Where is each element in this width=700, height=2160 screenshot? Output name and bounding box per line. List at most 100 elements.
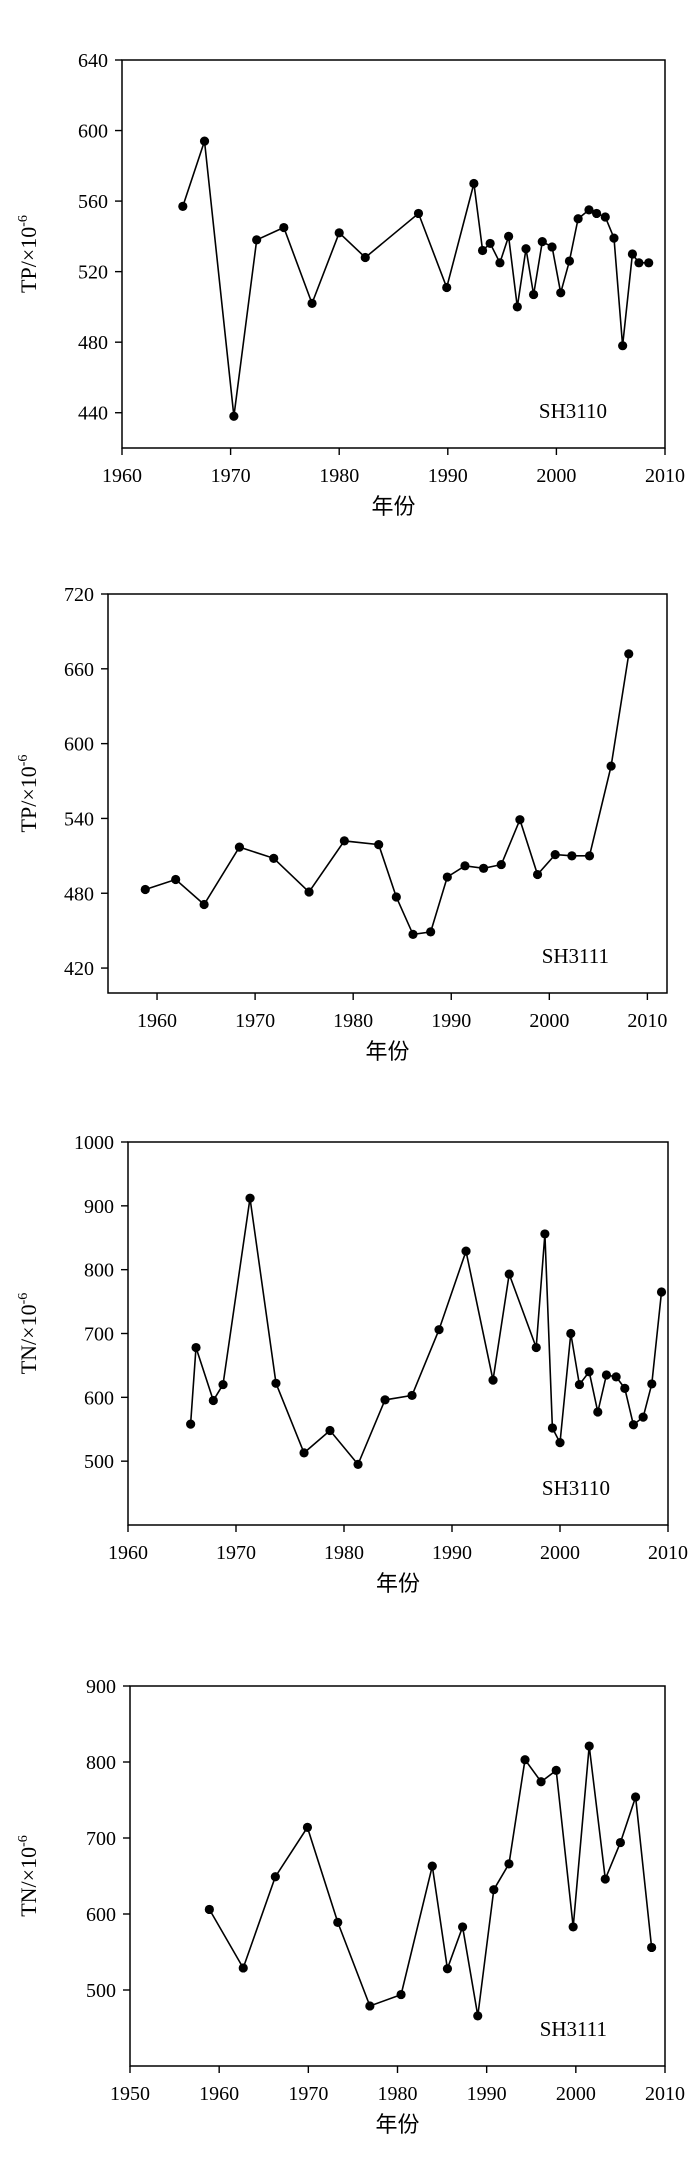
x-tick-label: 1970 (288, 2083, 328, 2105)
data-point (521, 244, 531, 254)
data-point (555, 1438, 565, 1448)
data-point (479, 863, 489, 873)
x-axis-label: 年份 (371, 494, 415, 519)
data-point (611, 1372, 621, 1382)
x-tick-label: 2000 (540, 1542, 580, 1564)
data-point (647, 1942, 657, 1953)
data-point (477, 245, 488, 256)
data-point (279, 222, 289, 233)
data-point (556, 288, 566, 298)
y-tick-label: 900 (86, 1676, 116, 1698)
data-point (191, 1342, 201, 1353)
x-tick-label: 1990 (431, 1010, 471, 1032)
data-point (204, 1904, 214, 1915)
y-tick-label: 440 (78, 403, 108, 425)
data-point (218, 1379, 228, 1390)
x-tick-label: 2000 (529, 1010, 569, 1032)
y-axis-label: TP/×10-6 (16, 755, 41, 833)
x-tick-label: 1980 (324, 1542, 364, 1564)
data-point (644, 258, 654, 268)
data-point (374, 840, 384, 850)
data-point (485, 238, 495, 249)
chart-tp-sh3111: 1960 1970 1980 1990 2000 2010 420 480 540 600 660 7… (16, 584, 668, 1064)
data-point (488, 1375, 498, 1385)
data-point (353, 1459, 363, 1469)
y-tick-label: 600 (78, 121, 108, 143)
x-axis-label: 年份 (365, 1039, 409, 1064)
data-point (245, 1193, 255, 1203)
data-point (515, 815, 525, 825)
data-point (269, 853, 279, 863)
data-point (391, 892, 401, 902)
data-point (574, 1379, 585, 1390)
data-point (624, 649, 634, 659)
y-tick-label: 480 (64, 883, 94, 905)
y-tick-label: 560 (78, 191, 108, 213)
data-point (593, 1407, 603, 1417)
data-point (426, 927, 436, 937)
x-tick-label: 1970 (211, 465, 251, 487)
data-point (199, 136, 210, 146)
data-point (469, 178, 479, 189)
x-tick-label: 2010 (648, 1542, 688, 1564)
data-point (473, 2011, 483, 2021)
x-tick-label: 1990 (432, 1542, 472, 1564)
series-line (145, 653, 630, 936)
data-point (584, 851, 595, 861)
data-point (647, 1379, 657, 1389)
plot-frame (121, 59, 666, 449)
data-point (380, 1395, 390, 1405)
data-point (573, 214, 583, 224)
data-point (178, 201, 188, 211)
data-point (408, 929, 418, 939)
data-point (600, 212, 610, 222)
y-tick-label: 1000 (74, 1132, 114, 1154)
plot-frame (129, 1685, 666, 2067)
data-point (427, 1861, 437, 1871)
data-point (442, 872, 452, 882)
data-point (547, 1423, 558, 1433)
x-tick-label: 1990 (428, 465, 468, 487)
data-point (584, 1741, 594, 1751)
y-tick-label: 700 (86, 1828, 116, 1850)
data-point (299, 1448, 309, 1458)
y-tick-label: 800 (86, 1752, 116, 1774)
data-point (434, 1325, 444, 1335)
data-point (171, 874, 181, 885)
x-tick-label: 2010 (645, 465, 685, 487)
x-tick-label: 2000 (536, 465, 576, 487)
data-point (627, 249, 638, 259)
data-point (140, 884, 150, 895)
data-point (461, 1246, 471, 1256)
x-tick-label: 2000 (556, 2083, 596, 2105)
data-point (606, 761, 616, 771)
data-point (360, 252, 370, 263)
y-tick-label: 600 (86, 1904, 116, 1926)
data-point (307, 298, 317, 308)
series-line (208, 1745, 653, 2016)
data-point (528, 289, 539, 300)
data-point (413, 208, 424, 219)
y-tick-label: 600 (84, 1387, 114, 1409)
data-point (520, 1755, 530, 1765)
y-tick-label: 900 (84, 1196, 114, 1218)
data-point (199, 899, 209, 910)
y-tick-label: 480 (78, 332, 108, 354)
y-axis-label: TP/×10-6 (16, 215, 41, 293)
station-label: SH3110 (539, 399, 607, 423)
y-tick-label: 500 (84, 1451, 114, 1473)
data-point (601, 1370, 612, 1380)
y-tick-label: 500 (86, 1980, 116, 2002)
y-tick-label: 720 (64, 584, 94, 606)
data-point (551, 1765, 561, 1775)
data-point (238, 1963, 248, 1973)
x-tick-label: 2010 (627, 1010, 667, 1032)
y-axis-label: TN/×10-6 (16, 1835, 41, 1917)
data-point (567, 851, 577, 861)
chart-tn-sh3110: 1960 1970 1980 1990 2000 2010 500 600 700 800 900 1… (16, 1132, 688, 1596)
data-point (620, 1383, 630, 1393)
data-point (628, 1420, 639, 1430)
data-point (365, 2001, 375, 2011)
data-point (634, 258, 644, 268)
data-point (229, 411, 239, 421)
